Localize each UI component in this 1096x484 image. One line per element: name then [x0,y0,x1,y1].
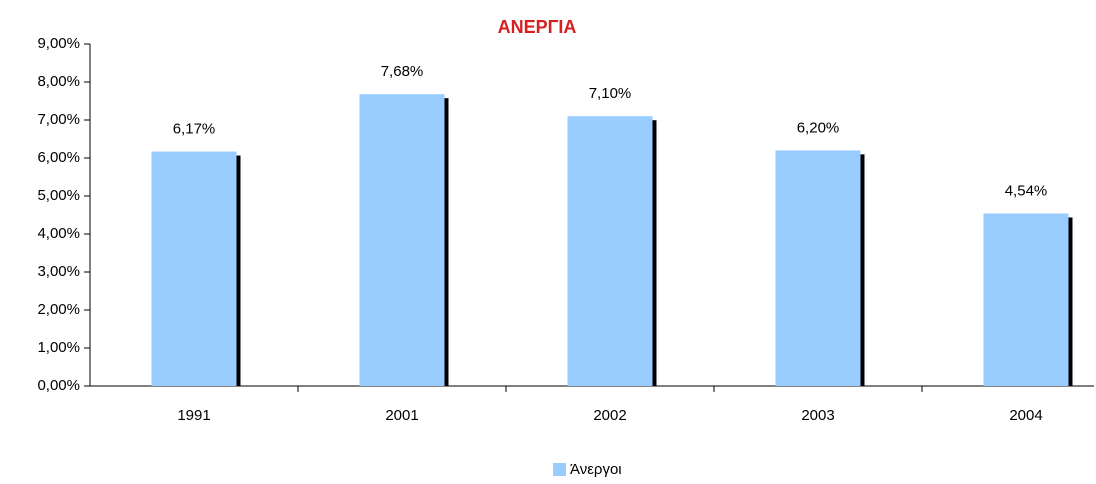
y-tick-label: 9,00% [37,35,80,52]
x-tick-label: 2004 [1009,407,1042,424]
legend-swatch [553,463,566,476]
y-tick-label: 4,00% [37,225,80,242]
bar-shadow [235,155,241,386]
y-tick-label: 1,00% [37,339,80,356]
y-tick-label: 7,00% [37,111,80,128]
bar-shadow [443,98,449,386]
y-tick-label: 0,00% [37,377,80,394]
bar-shadow [859,154,865,386]
data-label: 4,54% [1005,182,1048,199]
y-tick-label: 8,00% [37,73,80,90]
bar [151,151,237,386]
bar [775,150,861,386]
chart-title: ΑΝΕΡΓΙΑ [498,17,577,37]
y-tick-label: 5,00% [37,187,80,204]
bar [567,116,653,386]
data-label: 6,20% [797,119,840,136]
legend-label: Άνεργοι [570,461,622,478]
x-tick-label: 2003 [801,407,834,424]
data-label: 7,68% [381,63,424,80]
x-tick-label: 2001 [385,407,418,424]
y-tick-label: 3,00% [37,263,80,280]
data-label: 6,17% [173,121,216,138]
x-tick-label: 1991 [177,407,210,424]
bar-shadow [1067,217,1073,386]
bar [359,94,445,386]
bar-shadow [651,120,657,386]
y-tick-label: 2,00% [37,301,80,318]
x-tick-label: 2002 [593,407,626,424]
data-label: 7,10% [589,85,632,102]
bar [983,213,1069,386]
y-tick-label: 6,00% [37,149,80,166]
